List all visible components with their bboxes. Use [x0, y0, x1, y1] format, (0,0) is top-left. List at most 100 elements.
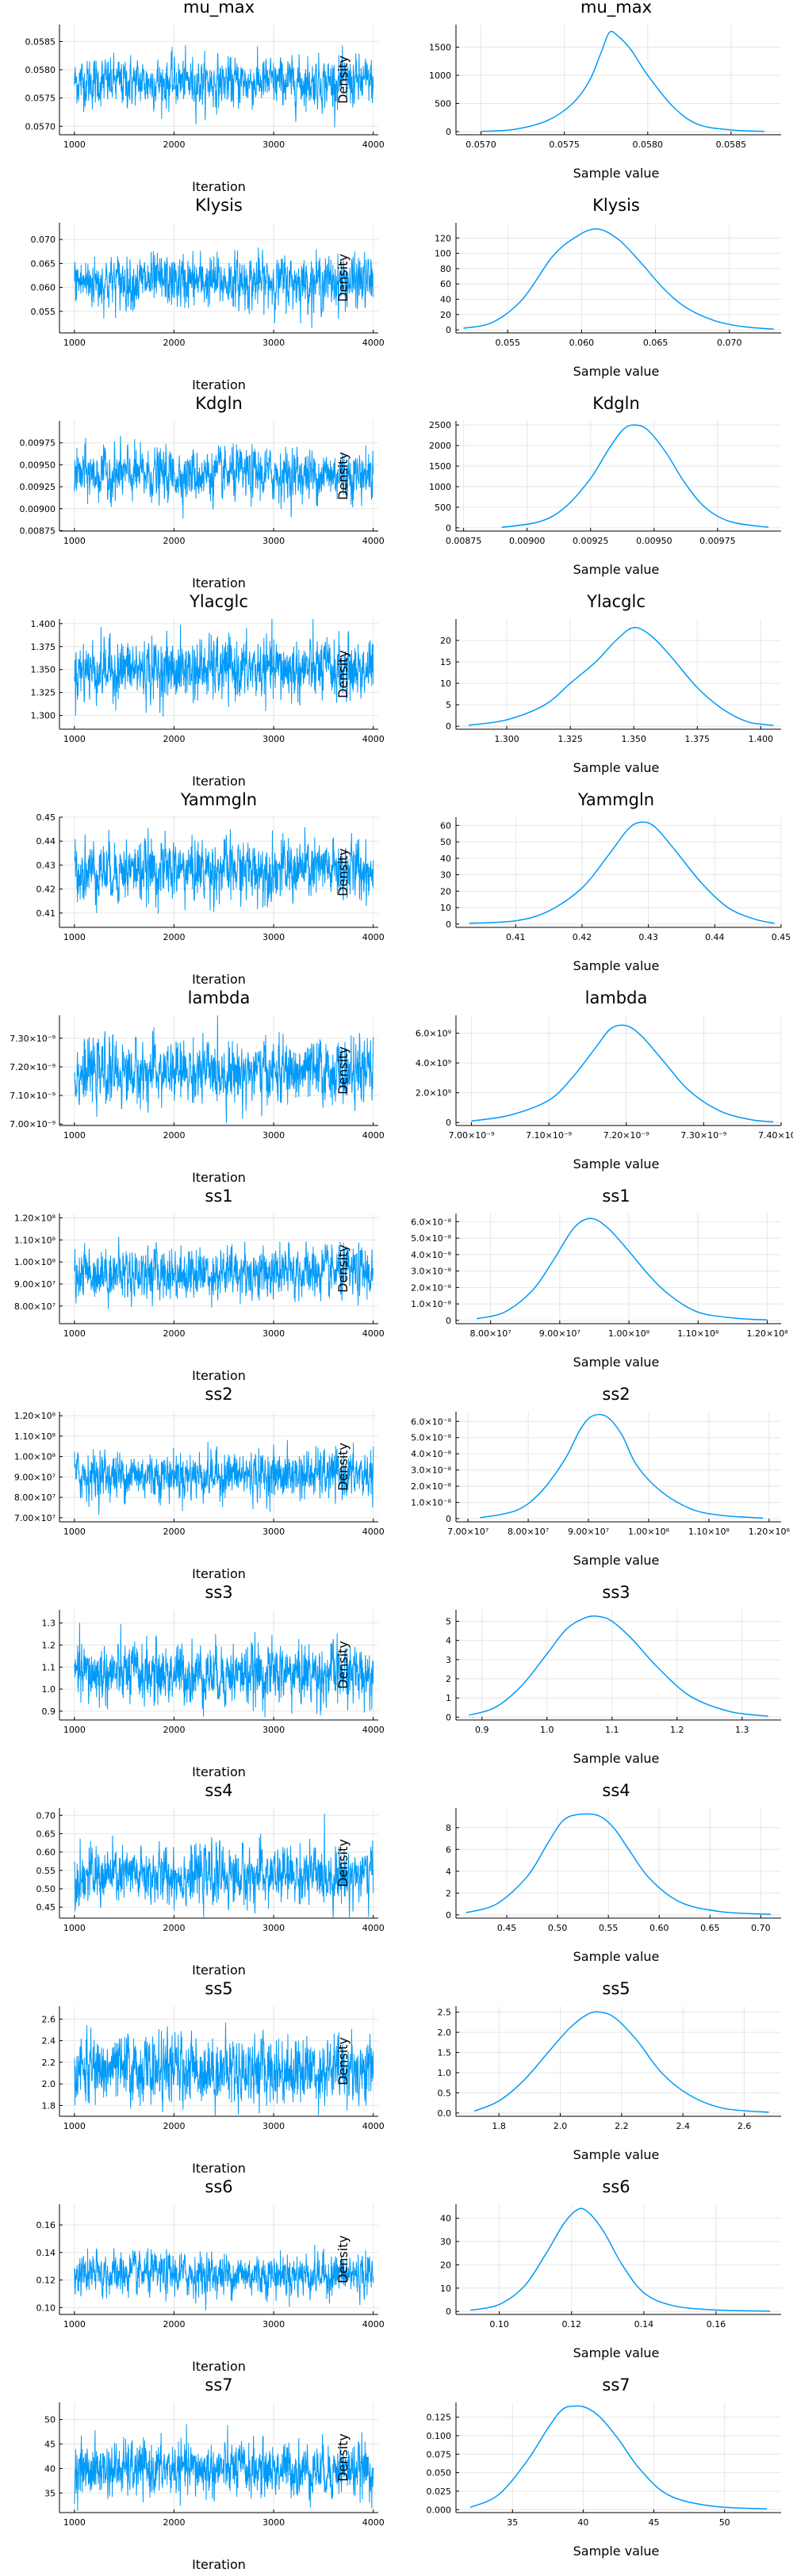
trace-y-tick-label: 0.00975 — [20, 438, 56, 449]
density-x-tick-label: 0.12 — [562, 2319, 582, 2329]
trace-y-tick-label: 0.00925 — [20, 482, 56, 492]
trace-x-axis-label: Iteration — [192, 2161, 246, 2176]
trace-x-tick-label: 4000 — [362, 1328, 385, 1339]
trace-y-tick-label: 8.00×10⁷ — [14, 1492, 56, 1503]
density-x-tick-label: 0.055 — [495, 338, 520, 348]
trace-x-axis-label: Iteration — [192, 179, 246, 194]
density-x-tick-label: 8.00×10⁷ — [470, 1328, 511, 1339]
density-y-tick-label: 10 — [440, 903, 451, 913]
trace-series-line — [74, 2244, 374, 2310]
trace-x-tick-label: 3000 — [262, 2121, 285, 2131]
density-y-tick-label: 100 — [435, 249, 451, 259]
density-y-tick-label: 2 — [446, 1674, 451, 1684]
density-title: ss1 — [602, 1187, 630, 1206]
trace-y-tick-label: 8.00×10⁷ — [14, 1301, 56, 1312]
trace-x-tick-label: 3000 — [262, 1130, 285, 1141]
density-y-tick-label: 1.0×10⁻⁸ — [411, 1497, 452, 1508]
density-x-tick-label: 1.1 — [605, 1725, 619, 1735]
trace-plot-Ylacglc: 1000 2000 3000 4000 1.300 1.325 1.350 1.375 1.40… — [31, 592, 385, 789]
trace-series-line — [74, 1236, 374, 1309]
density-title: ss5 — [602, 1979, 630, 1998]
density-y-tick-label: 30 — [440, 870, 451, 881]
density-x-axis-label: Sample value — [573, 1751, 660, 1766]
density-x-tick-label: 0.43 — [638, 932, 658, 942]
density-x-tick-label: 7.00×10⁻⁹ — [449, 1130, 495, 1141]
trace-y-tick-label: 0.55 — [36, 1866, 56, 1876]
density-y-tick-label: 20 — [440, 310, 451, 320]
density-y-tick-label: 1000 — [429, 482, 451, 492]
trace-y-tick-label: 0.065 — [31, 258, 56, 269]
density-y-tick-label: 40 — [440, 854, 451, 864]
trace-y-tick-label: 1.0 — [42, 1684, 56, 1695]
trace-x-tick-label: 3000 — [262, 536, 285, 546]
trace-x-axis-label: Iteration — [192, 2359, 246, 2374]
density-x-tick-label: 0.14 — [634, 2319, 654, 2329]
density-plot-ss2: 7.00×10⁷ 8.00×10⁷ 9.00×10⁷ 1.00×10⁸ 1.10×10⁸… — [335, 1385, 790, 1568]
trace-plot-ss6: 1000 2000 3000 4000 0.10 0.12 0.14 0.16 ss6 Itera… — [36, 2177, 385, 2374]
trace-series-line — [74, 1622, 374, 1718]
trace-x-tick-label: 3000 — [262, 1725, 285, 1735]
density-plot-ss6: 0.10 0.12 0.14 0.16 0 10 20 30 40 Density ss6 Sampl… — [335, 2177, 781, 2360]
density-x-tick-label: 1.10×10⁸ — [677, 1328, 719, 1339]
trace-y-tick-label: 0.10 — [36, 2303, 56, 2313]
trace-x-axis-label: Iteration — [192, 1368, 246, 1383]
density-x-axis-label: Sample value — [573, 1949, 660, 1964]
trace-x-tick-label: 2000 — [163, 536, 185, 546]
trace-x-tick-label: 4000 — [362, 2319, 385, 2329]
density-x-tick-label: 0.55 — [599, 1923, 619, 1933]
trace-y-tick-label: 1.3 — [42, 1619, 56, 1629]
density-x-tick-label: 1.8 — [492, 2121, 506, 2131]
density-x-axis-label: Sample value — [573, 2147, 660, 2162]
density-y-tick-label: 20 — [440, 2260, 451, 2270]
trace-x-tick-label: 4000 — [362, 1923, 385, 1933]
density-y-tick-label: 5.0×10⁻⁸ — [411, 1433, 452, 1443]
density-x-tick-label: 1.2 — [670, 1725, 684, 1735]
trace-y-tick-label: 1.20×10⁸ — [14, 1411, 56, 1421]
density-x-tick-label: 1.325 — [557, 734, 583, 744]
density-x-tick-label: 1.20×10⁸ — [746, 1328, 788, 1339]
density-x-tick-label: 0.16 — [707, 2319, 726, 2329]
trace-x-tick-label: 2000 — [163, 734, 185, 744]
density-x-tick-label: 7.40×10⁻⁹ — [758, 1130, 793, 1141]
trace-x-tick-label: 2000 — [163, 932, 185, 942]
trace-x-tick-label: 2000 — [163, 2121, 185, 2131]
density-series-line — [470, 2207, 771, 2312]
density-y-tick-label: 6.0×10⁹ — [416, 1029, 451, 1039]
density-y-axis-label: Density — [335, 1443, 351, 1491]
trace-plot-ss7: 1000 2000 3000 4000 35 40 45 50 ss7 Iteration — [44, 2375, 385, 2572]
density-y-tick-label: 1 — [446, 1693, 451, 1703]
trace-x-tick-label: 4000 — [362, 2517, 385, 2528]
trace-x-axis-label: Iteration — [192, 972, 246, 987]
trace-x-axis-label: Iteration — [192, 575, 246, 590]
trace-series-line — [74, 2424, 374, 2511]
trace-title: Yammgln — [180, 790, 257, 809]
trace-x-tick-label: 1000 — [63, 734, 86, 744]
density-title: Klysis — [592, 196, 640, 215]
density-y-tick-label: 2.5 — [438, 2008, 452, 2018]
density-x-tick-label: 0.00975 — [699, 536, 736, 546]
density-x-tick-label: 0.065 — [643, 338, 668, 348]
density-y-axis-label: Density — [335, 848, 351, 896]
density-plot-ss3: 0.9 1.0 1.1 1.2 1.3 0 1 2 3 4 5 Density ss3 Sample va… — [335, 1583, 781, 1766]
density-title: ss7 — [602, 2375, 630, 2394]
density-y-tick-label: 30 — [440, 2237, 451, 2247]
trace-y-tick-label: 7.00×10⁻⁹ — [10, 1119, 56, 1129]
trace-y-tick-label: 2.0 — [42, 2079, 56, 2089]
density-x-tick-label: 0.70 — [751, 1923, 771, 1933]
trace-y-tick-label: 0.45 — [36, 1902, 56, 1913]
trace-x-tick-label: 4000 — [362, 140, 385, 150]
density-y-tick-label: 0 — [446, 1118, 451, 1128]
density-x-tick-label: 1.3 — [735, 1725, 749, 1735]
trace-x-tick-label: 1000 — [63, 140, 86, 150]
density-x-tick-label: 1.00×10⁸ — [628, 1527, 670, 1537]
density-x-tick-label: 1.0 — [540, 1725, 554, 1735]
density-y-tick-label: 0 — [446, 2307, 451, 2317]
trace-x-tick-label: 2000 — [163, 140, 185, 150]
density-x-tick-label: 2.0 — [554, 2121, 568, 2131]
density-y-tick-label: 2.0 — [438, 2028, 452, 2038]
trace-y-tick-label: 1.325 — [31, 688, 56, 698]
density-y-tick-label: 1000 — [429, 71, 451, 81]
trace-y-tick-label: 0.44 — [36, 836, 56, 847]
trace-y-tick-label: 9.00×10⁷ — [14, 1279, 56, 1290]
trace-series-line — [74, 827, 374, 914]
